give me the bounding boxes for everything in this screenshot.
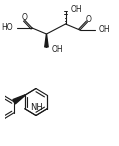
Polygon shape <box>45 34 48 47</box>
Text: O: O <box>22 13 27 22</box>
Text: HO: HO <box>1 24 13 33</box>
Text: OH: OH <box>51 45 63 53</box>
Text: NH: NH <box>31 103 43 112</box>
Text: OH: OH <box>70 5 82 13</box>
Polygon shape <box>13 95 25 104</box>
Text: O: O <box>86 15 91 24</box>
Text: OH: OH <box>99 26 111 34</box>
